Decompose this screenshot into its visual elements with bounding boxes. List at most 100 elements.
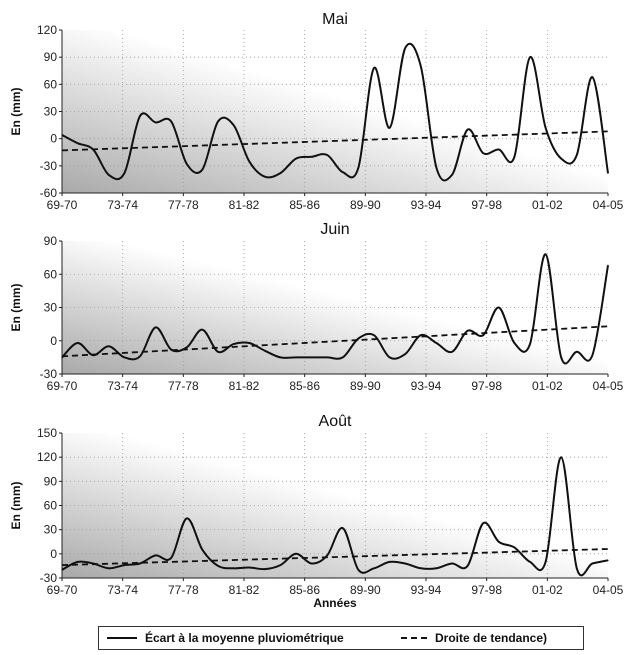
x-tick-label: 73-74 (107, 583, 138, 597)
data-point (451, 174, 453, 176)
legend-solid-swatch (107, 637, 137, 639)
data-point (217, 565, 219, 567)
legend-solid-label: Écart à la moyenne pluviométrique (145, 631, 344, 645)
data-point (264, 176, 266, 178)
data-point (560, 158, 562, 160)
data-point (170, 557, 172, 559)
y-tick-label: 90 (44, 234, 58, 248)
x-tick-label: 77-78 (168, 198, 199, 212)
data-point (373, 334, 375, 336)
data-point (326, 554, 328, 557)
data-point (451, 562, 453, 565)
x-tick-label: 04-05 (593, 583, 624, 597)
x-tick-label: 97-98 (471, 198, 502, 212)
data-point (139, 562, 141, 565)
data-point (513, 156, 516, 158)
data-point (357, 167, 359, 169)
y-tick-label: 0 (50, 334, 57, 348)
data-point (467, 330, 469, 332)
y-tick-label: 90 (44, 474, 58, 488)
y-tick-label: 30 (44, 301, 58, 315)
x-tick-label: 69-70 (47, 583, 78, 597)
data-point (545, 561, 547, 563)
data-point (545, 253, 547, 255)
data-point (498, 148, 500, 151)
data-point (420, 65, 422, 67)
x-tick-label: 89-90 (350, 379, 381, 393)
data-point (248, 160, 250, 162)
x-tick-label: 77-78 (168, 379, 199, 393)
data-point (139, 355, 141, 357)
data-point (482, 152, 484, 154)
x-tick-label: 81-82 (229, 198, 260, 212)
x-axis-label: Années (313, 596, 357, 610)
x-tick-label: 85-86 (289, 583, 320, 597)
data-point (108, 567, 110, 569)
data-point (389, 127, 391, 129)
data-point (404, 353, 406, 355)
data-point (482, 334, 484, 336)
data-point (77, 142, 79, 144)
chart-title: Mai (322, 11, 348, 28)
data-point (77, 561, 79, 563)
data-point (61, 569, 63, 571)
chart-panel-2: 69-70 73-74 77-78 81-82 85-86 89-90 93-94 97-98… (9, 221, 624, 393)
data-point (576, 154, 578, 156)
x-tick-label: 69-70 (47, 198, 78, 212)
data-point (279, 564, 281, 566)
y-tick-label: 60 (44, 77, 58, 91)
y-tick-label: 0 (50, 547, 57, 561)
x-tick-label: 81-82 (229, 379, 260, 393)
data-point (498, 541, 500, 543)
data-point (607, 264, 609, 266)
data-point (170, 349, 172, 351)
data-point (295, 553, 297, 555)
data-point (201, 549, 203, 551)
legend-item-dashed: Droite de tendance) (401, 631, 547, 645)
data-point (435, 167, 437, 169)
data-point (357, 337, 359, 340)
y-tick-label: 30 (44, 523, 58, 537)
data-point (591, 76, 594, 78)
x-tick-label: 01-02 (532, 583, 563, 597)
x-tick-label: 73-74 (107, 379, 138, 393)
data-point (248, 342, 250, 344)
data-point (201, 168, 203, 171)
data-point (279, 172, 281, 174)
data-point (295, 158, 297, 160)
y-tick-label: 120 (37, 23, 57, 37)
data-point (201, 329, 203, 331)
data-point (311, 562, 313, 565)
y-tick-label: -30 (40, 159, 58, 173)
data-point (342, 356, 344, 358)
y-axis-label: En (mm) (9, 481, 23, 529)
y-axis-label: En (mm) (9, 283, 23, 331)
data-point (123, 172, 125, 174)
data-point (529, 561, 531, 563)
y-tick-label: 60 (44, 499, 58, 513)
data-point (467, 129, 469, 131)
x-tick-label: 93-94 (411, 583, 442, 597)
data-point (217, 351, 219, 353)
data-point (108, 345, 110, 347)
data-point (295, 356, 297, 358)
x-tick-label: 04-05 (593, 379, 624, 393)
data-point (404, 562, 406, 565)
data-point (591, 562, 594, 565)
data-point (498, 306, 500, 309)
data-point (545, 127, 547, 129)
legend-dashed-label: Droite de tendance) (435, 631, 548, 645)
y-tick-label: 120 (37, 450, 57, 464)
data-point (467, 565, 469, 567)
data-point (607, 172, 609, 174)
data-point (513, 546, 516, 549)
data-point (373, 67, 375, 69)
data-point (607, 559, 609, 561)
y-tick-label: 90 (44, 50, 58, 64)
x-tick-label: 04-05 (593, 198, 624, 212)
data-point (342, 171, 344, 173)
x-tick-label: 97-98 (471, 583, 502, 597)
x-tick-label: 85-86 (289, 198, 320, 212)
data-point (264, 350, 266, 352)
data-point (451, 351, 453, 353)
